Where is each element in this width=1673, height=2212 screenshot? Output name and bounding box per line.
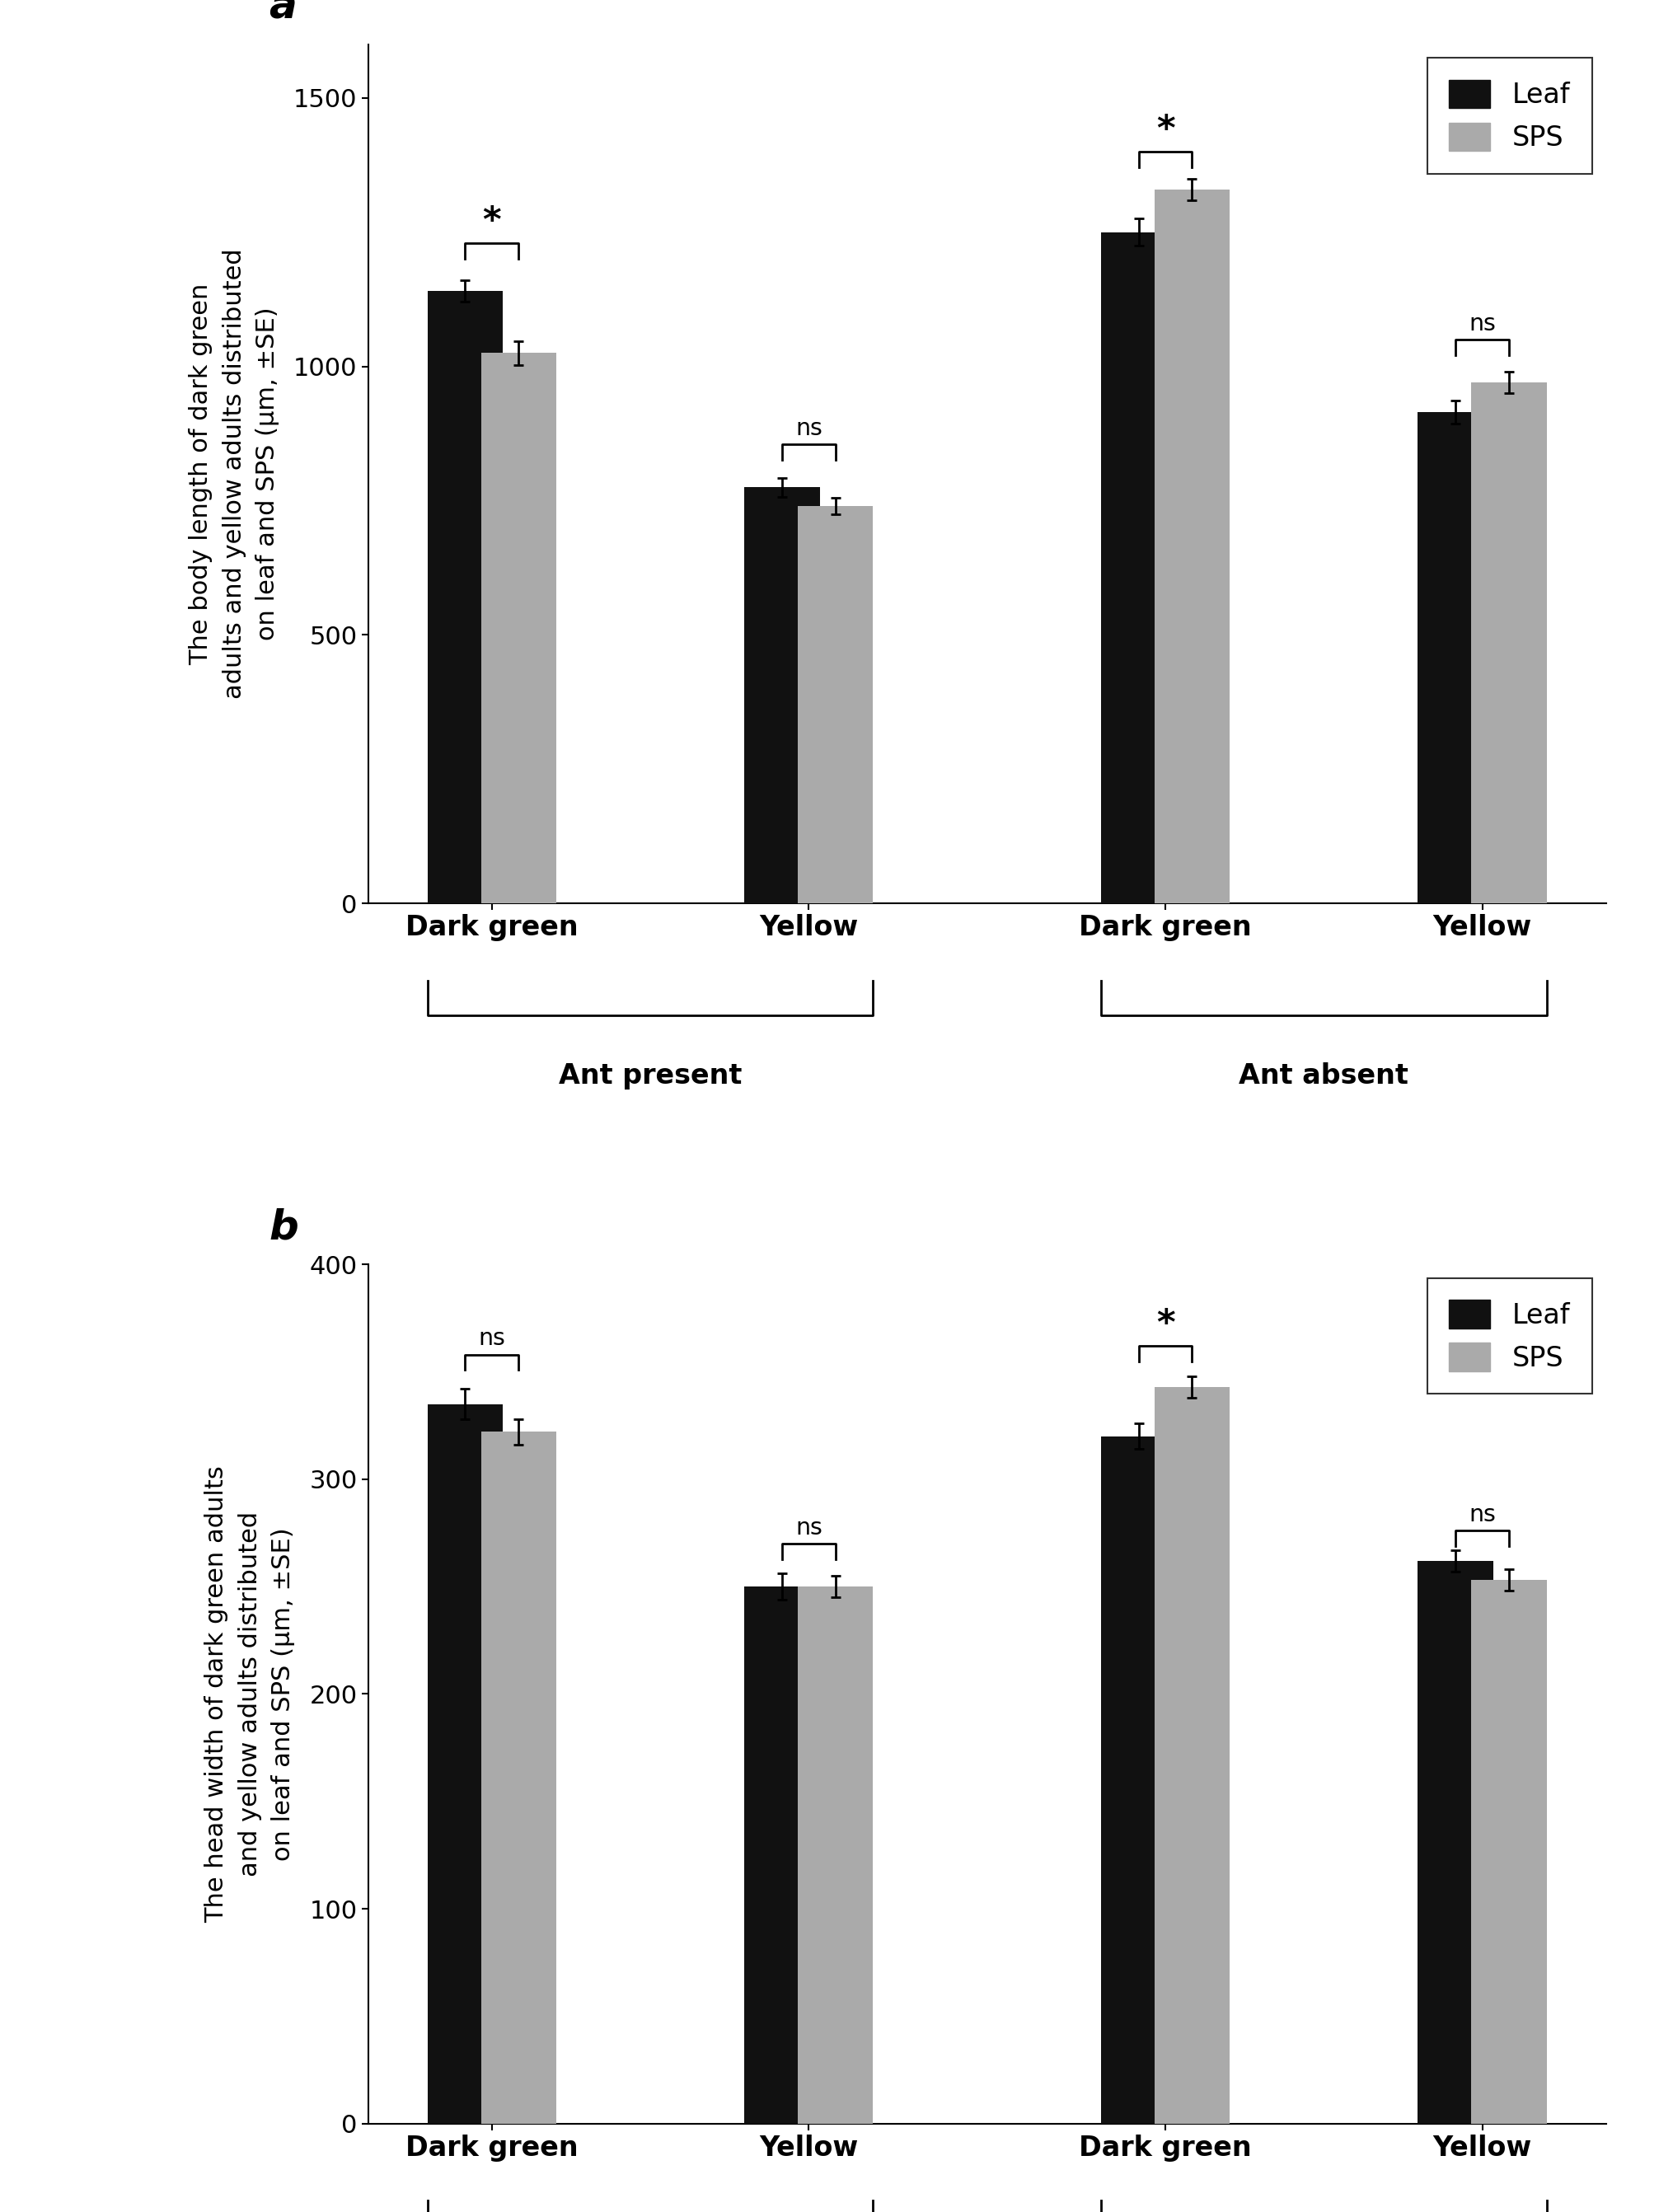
Text: ns: ns [795,1515,823,1540]
Text: *: * [1156,1307,1174,1343]
Bar [1419,411,1494,902]
Bar [744,1586,820,2124]
Bar [1419,1562,1494,2124]
Bar [798,1586,873,2124]
Text: b: b [269,1208,298,1248]
Bar [480,354,555,902]
Text: Ant present: Ant present [559,1062,741,1091]
Text: *: * [1156,113,1174,148]
Y-axis label: The head width of dark green adults
and yellow adults distributed
on leaf and SP: The head width of dark green adults and … [204,1464,296,1922]
Bar [1101,1436,1176,2124]
Y-axis label: The body length of dark green
adults and yellow adults distributed
on leaf and S: The body length of dark green adults and… [189,248,279,699]
Bar [744,487,820,902]
Legend: Leaf, SPS: Leaf, SPS [1427,58,1593,175]
Text: ns: ns [1469,312,1496,336]
Bar [1471,383,1546,902]
Bar [1154,1387,1230,2124]
Bar [428,1405,504,2124]
Bar [428,292,504,902]
Text: ns: ns [795,416,823,440]
Text: *: * [482,204,502,239]
Bar [798,507,873,902]
Text: ns: ns [478,1327,505,1349]
Bar [1154,190,1230,902]
Bar [1101,232,1176,902]
Bar [1471,1579,1546,2124]
Text: a: a [269,0,296,27]
Bar [480,1431,555,2124]
Text: ns: ns [1469,1504,1496,1526]
Legend: Leaf, SPS: Leaf, SPS [1427,1279,1593,1394]
Text: Ant absent: Ant absent [1240,1062,1409,1091]
